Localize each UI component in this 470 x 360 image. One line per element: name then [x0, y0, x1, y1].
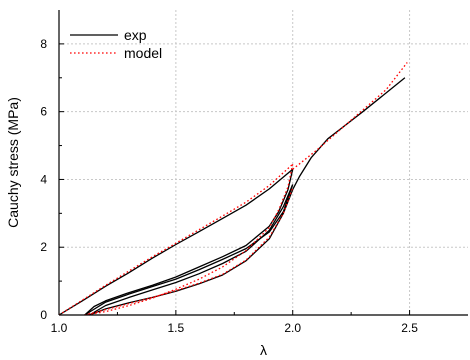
data-series — [58, 62, 408, 316]
x-tick-label-0: 1.0 — [51, 321, 68, 335]
grid — [59, 10, 468, 315]
y-tick-label-0: 0 — [40, 308, 47, 322]
y-tick-label-4: 8 — [40, 37, 47, 51]
x-tick-label-2: 2.0 — [284, 321, 301, 335]
series-model-segment-3 — [292, 62, 408, 170]
legend-label-model: model — [124, 45, 162, 61]
series-exp-segment-2 — [84, 184, 294, 316]
axes — [58, 10, 468, 316]
series-exp-segment-3 — [89, 184, 294, 316]
y-tick-label-3: 6 — [40, 105, 47, 119]
series-model-segment-2 — [84, 187, 294, 316]
y-axis-title: Cauchy stress (MPa) — [5, 97, 21, 228]
series-exp-segment-4 — [89, 77, 406, 316]
series-exp-segment-0 — [58, 168, 294, 316]
series-model-segment-1 — [84, 164, 294, 316]
series-model-segment-0 — [58, 163, 294, 316]
x-axis-title: λ — [260, 342, 267, 358]
x-tick-label-3: 2.5 — [401, 321, 418, 335]
y-tick-label-2: 4 — [40, 172, 47, 186]
series-exp-segment-1 — [84, 169, 294, 316]
legend: exp model — [70, 27, 162, 61]
ticks: 1.0 1.5 2.0 2.5 0 2 4 6 8 — [40, 37, 418, 335]
legend-label-exp: exp — [124, 27, 147, 43]
y-tick-label-1: 2 — [40, 240, 47, 254]
x-tick-label-1: 1.5 — [168, 321, 185, 335]
